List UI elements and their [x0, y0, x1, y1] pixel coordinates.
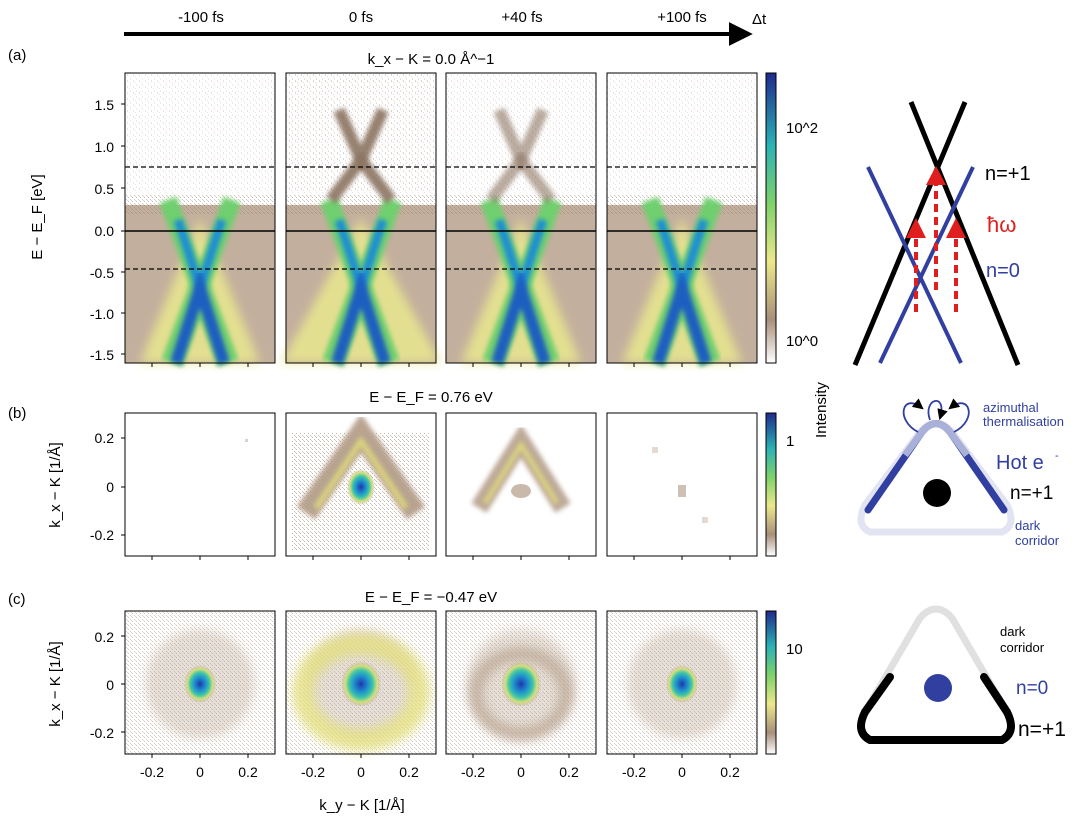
row-b-ytick-0: 0.2	[95, 430, 115, 446]
xtick-0-1: 0	[196, 764, 204, 780]
row-c-xticks: -0.2 0 0.2 -0.2 0 0.2 -0.2 0 0.2 -0.2 0 0.2	[140, 764, 740, 780]
schematic-b-n-plus: n=+1	[1010, 483, 1053, 504]
schematic-c-dark: dark	[1000, 624, 1026, 639]
xtick-3-1: 0	[678, 764, 686, 780]
schematic-dirac-cones: n=+1 ħω n=0	[852, 101, 1031, 366]
pocket-apex	[902, 420, 970, 458]
thermal-arrow-left	[902, 398, 924, 433]
xtick-1-0: -0.2	[301, 764, 325, 780]
row-c-colorbar: 10	[765, 610, 803, 755]
cone-line-blue-right	[878, 166, 975, 364]
row-b-cbar-tick-0: 1	[786, 433, 794, 450]
schematic-a-n-plus: n=+1	[985, 163, 1031, 185]
row-a-colorbar: 10^2 10^0	[765, 72, 818, 364]
thermalisation-label: thermalisation	[983, 414, 1064, 429]
schematic-b-dark: dark	[1015, 518, 1041, 533]
row-a-panel-0	[121, 72, 276, 367]
thermal-arrow-middle	[927, 400, 948, 421]
xtick-3-2: 0.2	[720, 764, 740, 780]
schematic-a-n-zero: n=0	[986, 260, 1020, 282]
row-b-ytick-1: 0	[106, 479, 114, 495]
pocket-c-black-edge	[857, 673, 1015, 744]
colorbar-label: Intensity	[813, 382, 830, 438]
row-b-panel-3	[606, 412, 758, 560]
pocket-center-dot	[923, 479, 951, 507]
row-c-panel-3	[606, 610, 758, 758]
row-b-panel-0	[121, 412, 276, 560]
row-b-title: E − E_F = 0.76 eV	[369, 389, 492, 406]
schematic-b-corridor: corridor	[1015, 533, 1060, 548]
row-a-ylabel: E − E_F [eV]	[29, 174, 46, 259]
row-c-panel-2	[445, 610, 597, 758]
row-a-ytick-3: 0.0	[95, 223, 115, 239]
x-axis-label: k_y − K [1/Å]	[319, 797, 404, 814]
xtick-2-2: 0.2	[559, 764, 579, 780]
timeline-label-1: 0 fs	[349, 9, 373, 26]
schematic-n-zero: dark corridor n=0 n=+1	[857, 605, 1066, 744]
row-c-ylabel: k_x − K [1/Å]	[47, 641, 64, 726]
row-a-yticks: 1.5 1.0 0.5 0.0 -0.5 -1.0 -1.5	[90, 97, 114, 363]
row-a-ytick-5: -1.0	[90, 306, 114, 322]
row-a-title: k_x − K = 0.0 Å^−1	[368, 51, 495, 68]
xtick-2-1: 0	[517, 764, 525, 780]
row-a-ytick-0: 1.5	[95, 97, 115, 113]
row-b-ylabel: k_x − K [1/Å]	[47, 442, 64, 527]
row-c-ytick-2: -0.2	[90, 725, 114, 741]
timeline: -100 fs 0 fs +40 fs +100 fs Δt	[124, 9, 767, 46]
panel-letter-c: (c)	[8, 591, 26, 608]
row-c-panels	[121, 610, 758, 758]
schematic-c-n-plus: n=+1	[1018, 718, 1066, 741]
row-a-panel-1	[281, 72, 441, 367]
row-a-cbar-tick-0: 10^2	[786, 120, 818, 137]
row-a-ytick-4: -0.5	[90, 265, 114, 281]
row-c-panel-1	[285, 610, 437, 758]
pocket-c-center-dot	[924, 674, 952, 702]
row-c-ytick-0: 0.2	[95, 629, 115, 645]
row-c-cbar-tick-0: 10	[786, 641, 803, 658]
row-b-panel-1	[285, 412, 437, 560]
photon-arrowhead-center	[926, 166, 946, 185]
row-a-ytick-1: 1.0	[95, 139, 115, 155]
schematic-c-n-zero: n=0	[1016, 678, 1048, 699]
row-c-ytick-1: 0	[106, 677, 114, 693]
hot-electron-superscript: -	[1055, 450, 1059, 462]
timeline-label-0: -100 fs	[178, 9, 224, 26]
xtick-1-1: 0	[357, 764, 365, 780]
pocket-outline	[857, 420, 1015, 536]
xtick-0-0: -0.2	[140, 764, 164, 780]
azimuthal-label: azimuthal	[983, 400, 1039, 415]
row-a-ytick-6: -1.5	[90, 347, 114, 363]
xtick-2-0: -0.2	[461, 764, 485, 780]
row-a-cbar-tick-1: 10^0	[786, 333, 818, 350]
row-b-ytick-2: -0.2	[90, 527, 114, 543]
row-b-panels	[121, 412, 758, 560]
panel-letter-b: (b)	[8, 405, 26, 422]
hot-electron-label: Hot e	[996, 452, 1044, 474]
schematic-hot-electrons: azimuthal thermalisation Hot e - n=+1 da…	[857, 398, 1064, 548]
row-a-panel-3	[606, 72, 758, 367]
schematic-a-photon: ħω	[987, 212, 1016, 237]
row-c-title: E − E_F = −0.47 eV	[365, 589, 497, 606]
timeline-label-2: +40 fs	[501, 9, 542, 26]
timeline-label-3: +100 fs	[657, 9, 707, 26]
row-b-colorbar: 1	[765, 412, 794, 557]
row-c-panel-0	[121, 610, 276, 758]
xtick-0-2: 0.2	[238, 764, 258, 780]
row-a-ytick-2: 0.5	[95, 181, 115, 197]
delta-t-label: Δt	[752, 11, 767, 28]
row-a-panel-2	[445, 72, 597, 367]
xtick-3-0: -0.2	[622, 764, 646, 780]
thermal-arrow-right	[948, 398, 970, 433]
xtick-1-2: 0.2	[399, 764, 419, 780]
row-a-panels	[121, 72, 758, 367]
photon-arrowhead-right	[946, 218, 966, 238]
photon-arrowhead-left	[906, 218, 926, 238]
row-b-panel-2	[445, 412, 597, 560]
panel-letter-a: (a)	[8, 47, 26, 64]
schematic-c-corridor: corridor	[1000, 640, 1045, 655]
cone-line-black-right	[908, 101, 1021, 366]
